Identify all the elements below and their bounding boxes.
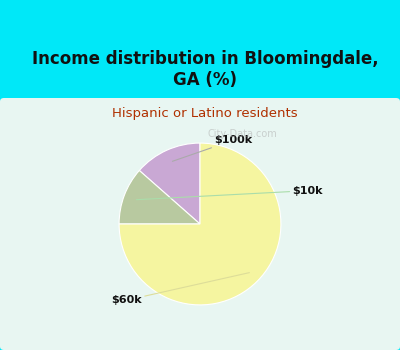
Text: Hispanic or Latino residents: Hispanic or Latino residents [112,107,298,120]
Text: $100k: $100k [172,135,252,161]
Text: City-Data.com: City-Data.com [208,128,278,139]
Text: Income distribution in Bloomingdale,
GA (%): Income distribution in Bloomingdale, GA … [32,50,378,89]
Wedge shape [139,143,200,224]
Text: $10k: $10k [136,186,323,200]
Wedge shape [119,143,281,305]
Wedge shape [119,170,200,224]
Text: $60k: $60k [111,273,249,305]
